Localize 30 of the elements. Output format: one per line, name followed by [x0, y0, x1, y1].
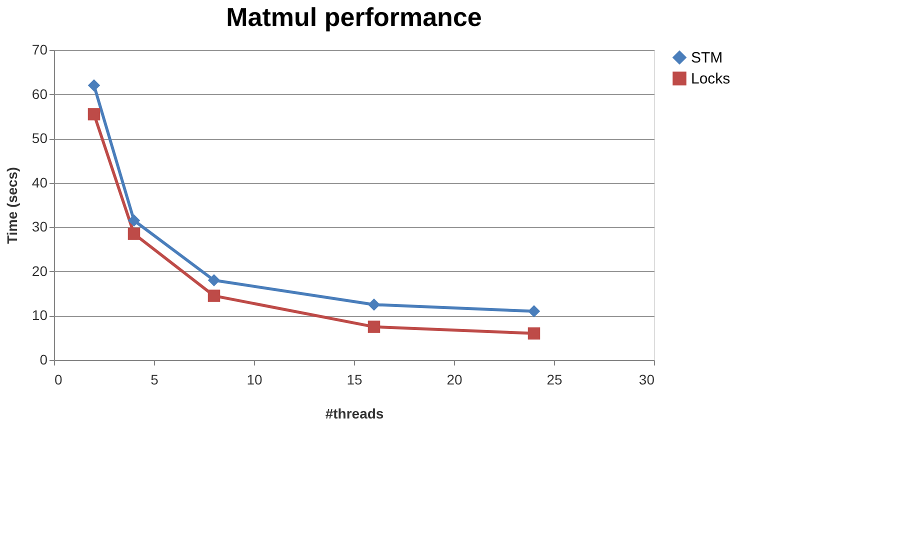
point — [368, 320, 380, 333]
y-tick-label: 40 — [32, 174, 48, 190]
y-axis-title: Time (secs) — [4, 167, 20, 244]
point — [208, 290, 220, 302]
x-axis-title: #threads — [325, 406, 384, 422]
point — [528, 305, 540, 318]
x-tick-label: 5 — [150, 372, 159, 388]
y-tick-label: 10 — [32, 307, 48, 324]
point — [88, 79, 100, 92]
y-tick-label: 0 — [40, 352, 48, 368]
chart-title: Matmul performance — [226, 2, 482, 32]
point — [208, 274, 220, 286]
point — [128, 228, 140, 240]
legend-label: Locks — [691, 70, 730, 88]
x-tick-label: 20 — [446, 372, 462, 388]
point — [88, 108, 100, 120]
legend-label: STM — [691, 50, 723, 66]
y-tick-label: 60 — [32, 86, 48, 102]
y-tick-label: 30 — [32, 218, 48, 235]
x-tick-label: 0 — [54, 372, 62, 388]
x-tick-label: 25 — [546, 372, 562, 388]
x-tick-label: 10 — [246, 372, 262, 388]
x-tick-label: 15 — [346, 372, 362, 388]
point — [528, 327, 540, 340]
y-tick-label: 70 — [32, 42, 48, 58]
x-tick-label: 30 — [638, 372, 655, 388]
y-tick-label: 50 — [32, 130, 48, 146]
point — [128, 214, 140, 227]
point — [368, 298, 380, 311]
y-tick-label: 20 — [32, 262, 48, 279]
